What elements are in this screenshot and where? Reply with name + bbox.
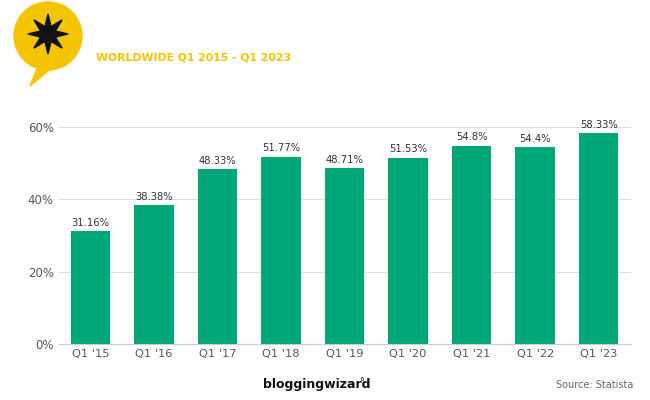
Text: °: ° — [359, 377, 364, 387]
Bar — [452, 146, 491, 344]
Text: 54.8%: 54.8% — [456, 132, 488, 142]
Polygon shape — [28, 14, 68, 54]
Text: MOBILE DEVICE WEBSITE TRAFFIC: MOBILE DEVICE WEBSITE TRAFFIC — [96, 22, 403, 38]
Bar — [579, 133, 618, 344]
Text: Source: Statista: Source: Statista — [556, 380, 634, 390]
Bar — [261, 157, 301, 344]
Bar — [388, 158, 428, 344]
Polygon shape — [30, 66, 54, 86]
Circle shape — [14, 2, 82, 70]
Bar — [134, 205, 174, 344]
Text: 38.38%: 38.38% — [135, 192, 173, 202]
Text: 31.16%: 31.16% — [72, 218, 109, 228]
Text: 51.53%: 51.53% — [389, 144, 427, 154]
Text: 58.33%: 58.33% — [580, 120, 617, 130]
Text: 48.71%: 48.71% — [326, 154, 363, 164]
Bar — [515, 147, 555, 344]
Text: 51.77%: 51.77% — [262, 144, 300, 154]
Bar — [71, 231, 110, 344]
Text: 54.4%: 54.4% — [519, 134, 551, 144]
Text: bloggingwizard: bloggingwizard — [263, 378, 370, 391]
Text: 48.33%: 48.33% — [199, 156, 236, 166]
Bar — [325, 168, 364, 344]
Text: WORLDWIDE Q1 2015 - Q1 2023: WORLDWIDE Q1 2015 - Q1 2023 — [96, 53, 291, 63]
Bar — [198, 169, 237, 344]
